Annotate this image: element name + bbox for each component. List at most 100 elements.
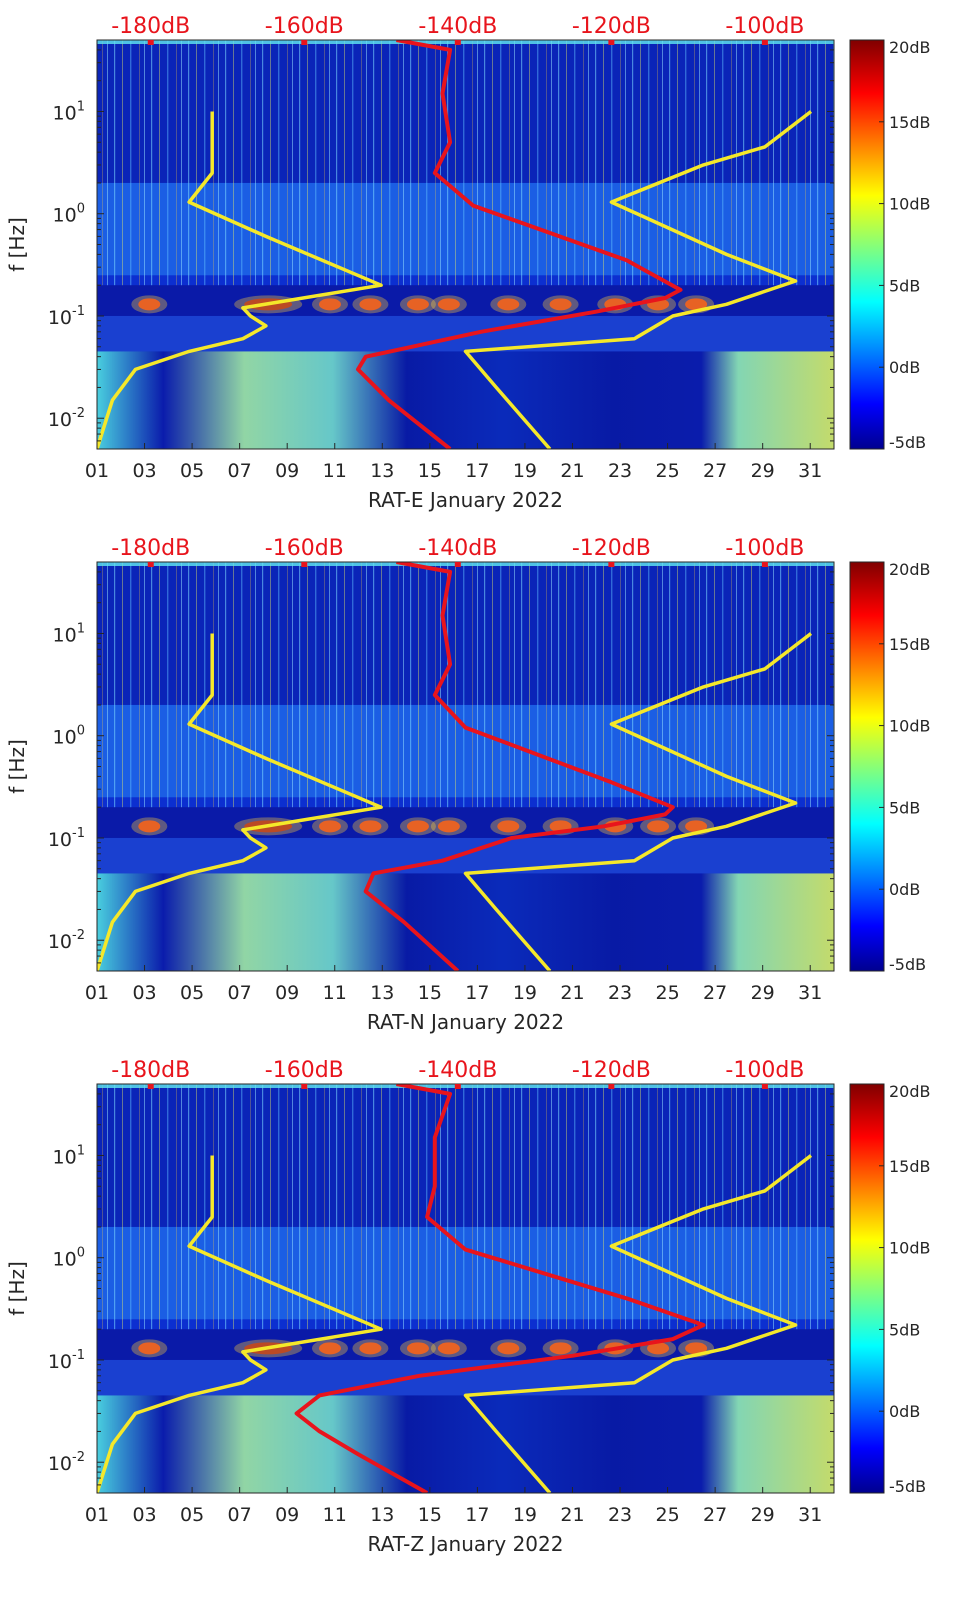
db-tick-mark: [761, 562, 768, 567]
transient-streaks: [97, 40, 834, 286]
median-psd-line: [294, 1084, 706, 1493]
storm-halo: [352, 295, 389, 314]
y-tick-base: 10: [53, 1249, 77, 1271]
db-tick-mark: [454, 1084, 461, 1089]
db-tick-mark: [608, 40, 615, 45]
low-noise-model-line: [97, 633, 383, 971]
y-tick-label: 100: [53, 1246, 85, 1271]
median-psd-line: [363, 562, 675, 971]
primary-band: [97, 285, 834, 316]
db-tick-label: -140dB: [418, 536, 497, 561]
y-tick-label: 10-2: [48, 928, 85, 953]
colorbar: [849, 39, 885, 450]
low-noise-model-line: [97, 1155, 383, 1493]
x-tick-label: 15: [418, 982, 442, 1004]
y-tick-exponent: 1: [77, 1143, 85, 1158]
y-tick-exponent: 0: [77, 724, 85, 739]
db-tick-label: -160dB: [265, 14, 344, 39]
x-tick-label: 03: [132, 460, 156, 482]
db-tick-label: -100dB: [725, 536, 804, 561]
x-tick-label: 11: [323, 982, 347, 1004]
x-tick-label: 07: [228, 982, 252, 1004]
storm-spot: [685, 298, 708, 311]
storm-spot: [138, 298, 161, 311]
db-tick-label: -160dB: [265, 536, 344, 561]
x-tick-label: 25: [655, 1504, 679, 1526]
y-axis-title: f [Hz]: [5, 1261, 29, 1316]
x-tick-label: 13: [370, 982, 394, 1004]
storm-halo: [542, 295, 579, 314]
y-axis-title: f [Hz]: [5, 739, 29, 794]
y-tick-label: 101: [53, 621, 85, 646]
db-tick-label: -180dB: [111, 1058, 190, 1083]
y-tick-base: 10: [48, 409, 72, 431]
colorbar-label: 15dB: [889, 113, 931, 132]
x-tick-label: 21: [560, 460, 584, 482]
y-tick-exponent: -1: [72, 826, 85, 841]
storm-spot: [437, 820, 460, 833]
db-tick-mark: [147, 40, 154, 45]
x-tick-label: 03: [132, 982, 156, 1004]
storm-halo: [399, 1339, 436, 1358]
y-axis-title: f [Hz]: [5, 217, 29, 272]
y-tick-base: 10: [48, 931, 72, 953]
colorbar-label: 15dB: [889, 635, 931, 654]
x-tick-label: 21: [560, 1504, 584, 1526]
db-tick-mark: [761, 40, 768, 45]
y-tick-base: 10: [53, 624, 77, 646]
spectrogram-panel-2: 01 03 05 07 09 11 13 15 17 19 21 23 25 27 29 3110110010…: [5, 536, 931, 1034]
colorbar-label: 20dB: [889, 1082, 931, 1101]
y-tick-exponent: 0: [77, 202, 85, 217]
primary-band: [97, 807, 834, 838]
storm-halo: [399, 817, 436, 836]
storm-spot: [318, 1342, 341, 1355]
x-tick-label: 27: [703, 982, 727, 1004]
storm-spot: [318, 298, 341, 311]
db-tick-label: -160dB: [265, 1058, 344, 1083]
colorbar: [849, 1083, 885, 1494]
colorbar-label: -5dB: [889, 1477, 926, 1496]
x-tick-label: 29: [751, 1504, 775, 1526]
y-tick-label: 10-1: [48, 826, 85, 851]
y-tick-exponent: 1: [77, 621, 85, 636]
primary-band: [97, 1329, 834, 1360]
db-tick-label: -140dB: [418, 14, 497, 39]
x-tick-label: 31: [798, 460, 822, 482]
storm-spot: [437, 1342, 460, 1355]
x-tick-label: 01: [85, 460, 109, 482]
very-long-period-band: [97, 351, 834, 449]
y-tick-base: 10: [48, 829, 72, 851]
x-tick-label: 23: [608, 1504, 632, 1526]
db-tick-label: -100dB: [725, 14, 804, 39]
storm-spot: [549, 1342, 572, 1355]
storm-halo: [131, 295, 168, 314]
colorbar-label: 20dB: [889, 560, 931, 579]
x-axis-title: RAT-Z January 2022: [368, 1532, 564, 1556]
y-tick-base: 10: [53, 102, 77, 124]
db-tick-mark: [301, 562, 308, 567]
storm-halo: [311, 295, 348, 314]
y-tick-label: 100: [53, 724, 85, 749]
storm-spot: [138, 1342, 161, 1355]
colorbar-label: 5dB: [889, 798, 920, 817]
y-tick-base: 10: [48, 1453, 72, 1475]
y-tick-base: 10: [53, 1146, 77, 1168]
colorbar-label: 15dB: [889, 1157, 931, 1176]
x-tick-label: 29: [751, 460, 775, 482]
x-tick-label: 15: [418, 460, 442, 482]
y-tick-exponent: -1: [72, 1348, 85, 1363]
storm-spot: [437, 298, 460, 311]
db-tick-label: -100dB: [725, 1058, 804, 1083]
x-tick-label: 03: [132, 1504, 156, 1526]
x-tick-label: 19: [513, 982, 537, 1004]
nyquist-edge: [97, 1084, 834, 1088]
nyquist-edge: [97, 562, 834, 566]
x-tick-label: 07: [228, 460, 252, 482]
colorbar-label: -5dB: [889, 433, 926, 452]
y-tick-exponent: -2: [72, 928, 85, 943]
db-tick-label: -120dB: [572, 536, 651, 561]
transient-streaks: [97, 1084, 834, 1330]
x-axis-title: RAT-N January 2022: [367, 1010, 564, 1034]
y-tick-base: 10: [53, 727, 77, 749]
db-tick-mark: [147, 562, 154, 567]
